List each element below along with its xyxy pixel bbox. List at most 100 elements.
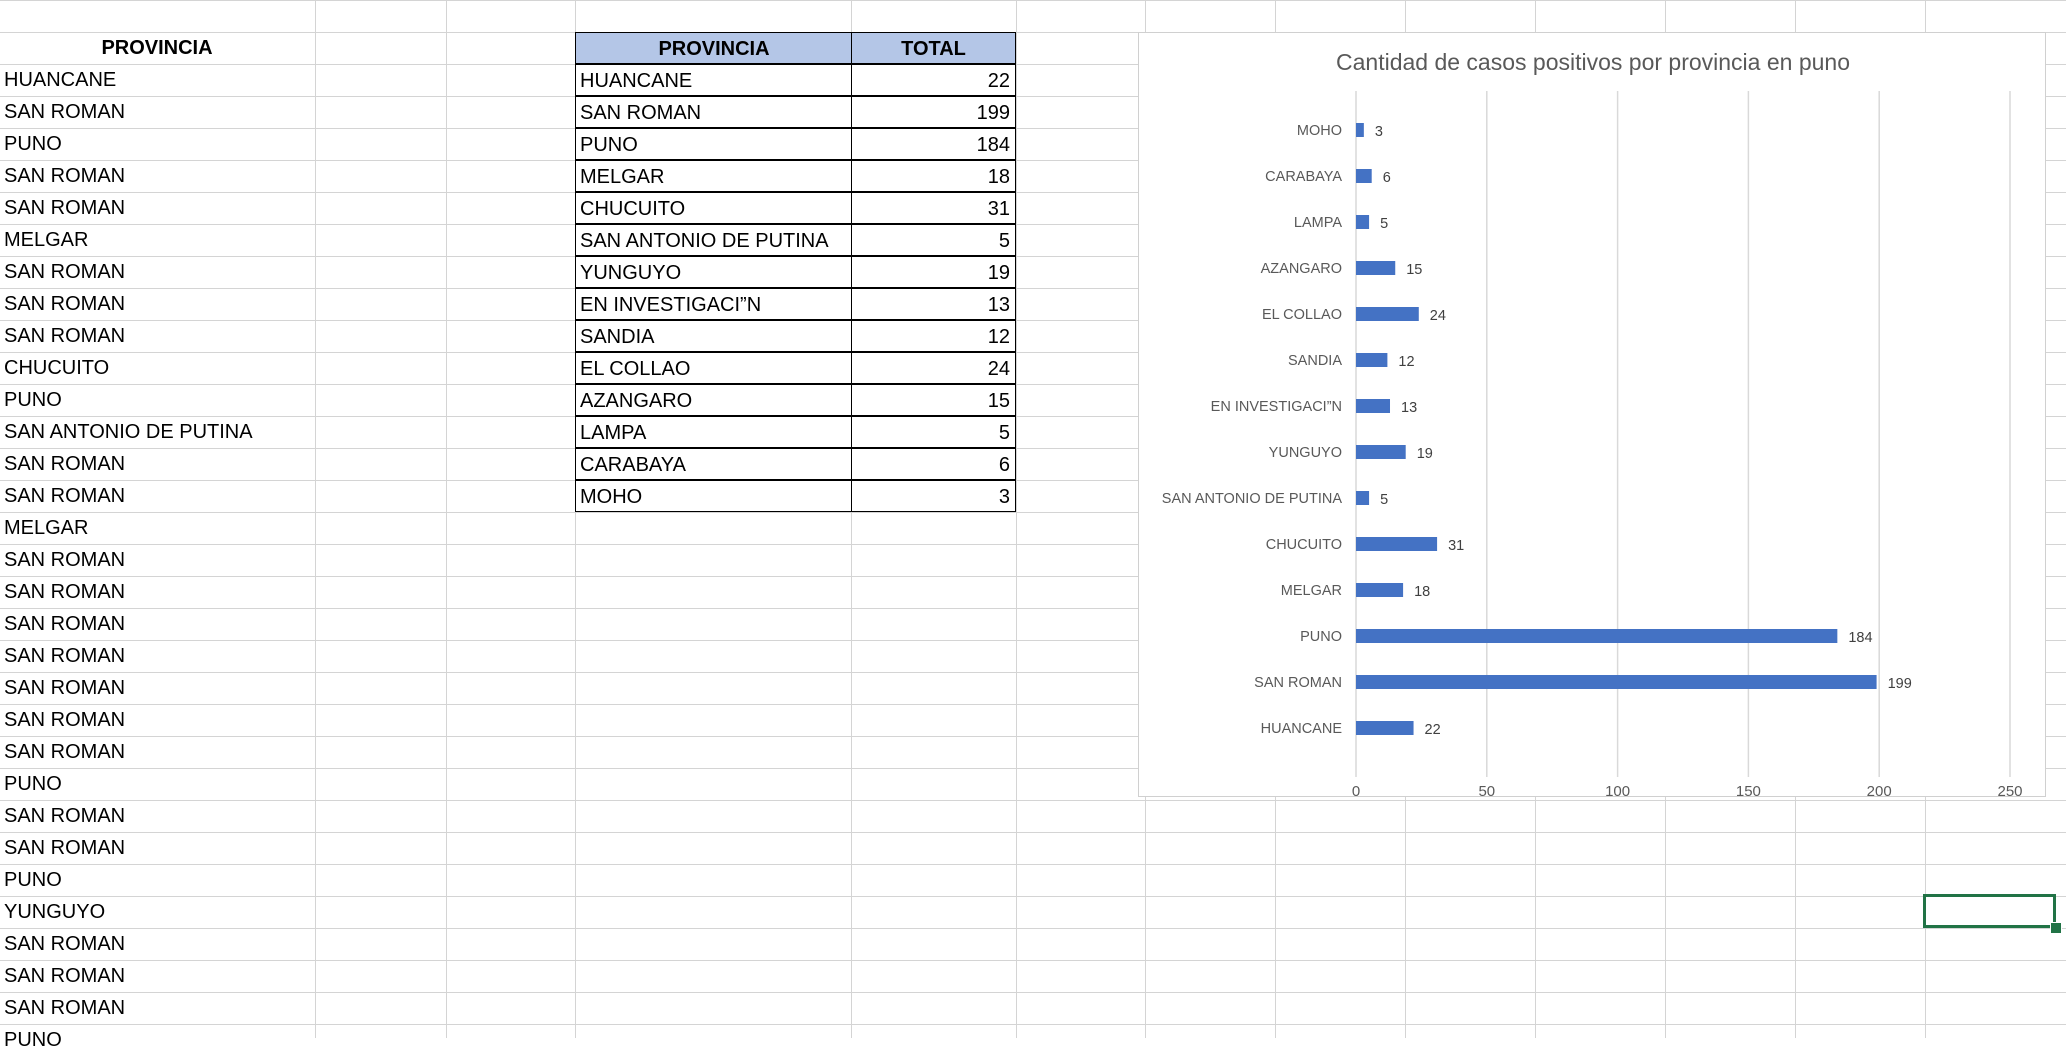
column-a-cell[interactable]: YUNGUYO bbox=[4, 901, 106, 923]
column-a-cell[interactable]: SAN ROMAN bbox=[4, 805, 126, 827]
y-category-label: MOHO bbox=[1297, 123, 1342, 139]
column-a-cell[interactable]: PUNO bbox=[4, 869, 62, 891]
column-a-cell[interactable]: MELGAR bbox=[4, 517, 89, 539]
column-a-cell[interactable]: SAN ROMAN bbox=[4, 581, 126, 603]
y-category-label: MELGAR bbox=[1281, 583, 1342, 599]
summary-cell-provincia[interactable]: PUNO bbox=[575, 128, 853, 160]
summary-cell-provincia[interactable]: HUANCANE bbox=[575, 64, 853, 96]
bar bbox=[1356, 261, 1396, 275]
summary-cell-total[interactable]: 6 bbox=[851, 448, 1016, 480]
summary-cell-provincia[interactable]: AZANGARO bbox=[575, 384, 853, 416]
data-label: 12 bbox=[1398, 354, 1414, 370]
summary-cell-total[interactable]: 5 bbox=[851, 416, 1016, 448]
summary-cell-provincia[interactable]: CARABAYA bbox=[575, 448, 853, 480]
column-a-cell[interactable]: SAN ROMAN bbox=[4, 453, 126, 475]
column-a-header[interactable]: PROVINCIA bbox=[101, 37, 213, 59]
summary-cell-total[interactable]: 184 bbox=[851, 128, 1016, 160]
summary-cell-total[interactable]: 31 bbox=[851, 192, 1016, 224]
summary-cell-provincia[interactable]: MOHO bbox=[575, 480, 853, 512]
column-a-cell[interactable]: SAN ANTONIO DE PUTINA bbox=[4, 421, 253, 443]
column-a-cell[interactable]: SAN ROMAN bbox=[4, 933, 126, 955]
bar bbox=[1356, 399, 1391, 413]
column-a-cell[interactable]: SAN ROMAN bbox=[4, 997, 126, 1019]
summary-cell-total[interactable]: 12 bbox=[851, 320, 1016, 352]
selected-cell[interactable] bbox=[1923, 894, 2056, 928]
bar bbox=[1356, 721, 1414, 735]
data-label: 24 bbox=[1430, 308, 1446, 324]
summary-cell-provincia[interactable]: EL COLLAO bbox=[575, 352, 853, 384]
column-a-cell[interactable]: SAN ROMAN bbox=[4, 837, 126, 859]
bar bbox=[1356, 353, 1388, 367]
y-category-label: CHUCUITO bbox=[1266, 537, 1342, 553]
y-category-label: AZANGARO bbox=[1261, 261, 1342, 277]
column-a-cell[interactable]: PUNO bbox=[4, 389, 62, 411]
column-a-cell[interactable]: CHUCUITO bbox=[4, 357, 110, 379]
summary-cell-total[interactable]: 15 bbox=[851, 384, 1016, 416]
summary-cell-total[interactable]: 19 bbox=[851, 256, 1016, 288]
data-label: 5 bbox=[1380, 492, 1388, 508]
data-label: 5 bbox=[1380, 216, 1388, 232]
x-tick-label: 100 bbox=[1605, 783, 1630, 798]
summary-cell-provincia[interactable]: EN INVESTIGACI”N bbox=[575, 288, 853, 320]
bar bbox=[1356, 583, 1404, 597]
column-a-cell[interactable]: SAN ROMAN bbox=[4, 613, 126, 635]
column-a-cell[interactable]: PUNO bbox=[4, 773, 62, 795]
bar bbox=[1356, 307, 1419, 321]
column-a-cell[interactable]: SAN ROMAN bbox=[4, 485, 126, 507]
summary-cell-total[interactable]: 3 bbox=[851, 480, 1016, 512]
column-a-cell[interactable]: SAN ROMAN bbox=[4, 709, 126, 731]
summary-cell-total[interactable]: 22 bbox=[851, 64, 1016, 96]
summary-cell-provincia[interactable]: SAN ANTONIO DE PUTINA bbox=[575, 224, 853, 256]
summary-header-provincia[interactable]: PROVINCIA bbox=[575, 32, 853, 64]
column-a-cell[interactable]: SAN ROMAN bbox=[4, 741, 126, 763]
summary-cell-total[interactable]: 199 bbox=[851, 96, 1016, 128]
x-tick-label: 0 bbox=[1352, 783, 1360, 798]
column-a-cell[interactable]: PUNO bbox=[4, 1029, 62, 1051]
bar bbox=[1356, 215, 1370, 229]
column-a-cell[interactable]: SAN ROMAN bbox=[4, 325, 126, 347]
y-category-label: SAN ROMAN bbox=[1254, 675, 1342, 691]
column-a-cell[interactable]: SAN ROMAN bbox=[4, 677, 126, 699]
column-a-cell[interactable]: SAN ROMAN bbox=[4, 549, 126, 571]
column-a-cell[interactable]: SAN ROMAN bbox=[4, 197, 126, 219]
summary-cell-total[interactable]: 5 bbox=[851, 224, 1016, 256]
summary-header-total[interactable]: TOTAL bbox=[851, 32, 1016, 64]
summary-cell-total[interactable]: 13 bbox=[851, 288, 1016, 320]
column-a-cell[interactable]: SAN ROMAN bbox=[4, 293, 126, 315]
summary-cell-provincia[interactable]: YUNGUYO bbox=[575, 256, 853, 288]
y-category-label: LAMPA bbox=[1294, 215, 1342, 231]
data-label: 31 bbox=[1448, 538, 1464, 554]
summary-cell-provincia[interactable]: CHUCUITO bbox=[575, 192, 853, 224]
bar-chart[interactable]: Cantidad de casos positivos por provinci… bbox=[1138, 32, 2046, 798]
x-tick-label: 250 bbox=[1997, 783, 2022, 798]
column-a-cell[interactable]: SAN ROMAN bbox=[4, 101, 126, 123]
summary-cell-provincia[interactable]: MELGAR bbox=[575, 160, 853, 192]
data-label: 19 bbox=[1417, 446, 1433, 462]
data-label: 6 bbox=[1383, 170, 1391, 186]
column-a-cell[interactable]: SAN ROMAN bbox=[4, 645, 126, 667]
column-a-cell[interactable]: SAN ROMAN bbox=[4, 261, 126, 283]
column-a-cell[interactable]: SAN ROMAN bbox=[4, 965, 126, 987]
column-a-cell[interactable]: PUNO bbox=[4, 133, 62, 155]
summary-cell-provincia[interactable]: LAMPA bbox=[575, 416, 853, 448]
x-tick-label: 50 bbox=[1478, 783, 1495, 798]
chart-canvas: Cantidad de casos positivos por provinci… bbox=[1162, 49, 2023, 798]
summary-cell-total[interactable]: 18 bbox=[851, 160, 1016, 192]
bar bbox=[1356, 629, 1838, 643]
column-a-cell[interactable]: HUANCANE bbox=[4, 69, 117, 91]
y-category-label: EN INVESTIGACI”N bbox=[1211, 399, 1342, 415]
column-a-cell[interactable]: MELGAR bbox=[4, 229, 89, 251]
summary-cell-provincia[interactable]: SAN ROMAN bbox=[575, 96, 853, 128]
y-category-label: EL COLLAO bbox=[1262, 307, 1342, 323]
bar bbox=[1356, 675, 1877, 689]
summary-cell-total[interactable]: 24 bbox=[851, 352, 1016, 384]
column-gridline bbox=[315, 0, 316, 1038]
summary-cell-provincia[interactable]: SANDIA bbox=[575, 320, 853, 352]
data-label: 15 bbox=[1406, 262, 1422, 278]
data-label: 3 bbox=[1375, 124, 1383, 140]
fill-handle[interactable] bbox=[2050, 922, 2062, 934]
data-label: 22 bbox=[1425, 722, 1441, 738]
column-a-cell[interactable]: SAN ROMAN bbox=[4, 165, 126, 187]
column-gridline bbox=[446, 0, 447, 1038]
